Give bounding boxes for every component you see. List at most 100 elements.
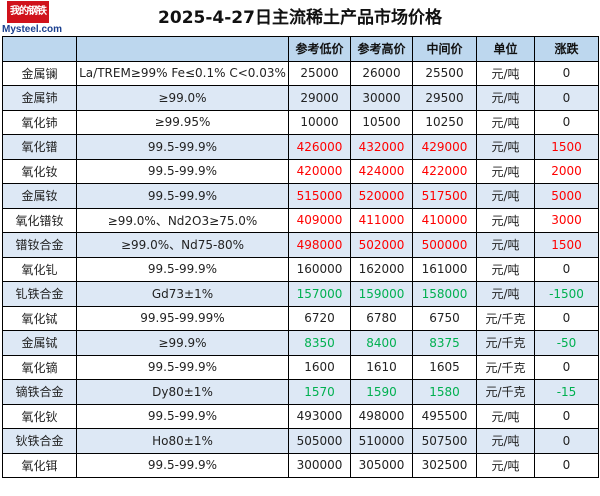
unit: 元/吨 bbox=[476, 158, 535, 184]
product-name: 镨钕合金 bbox=[2, 232, 77, 258]
table-row: 钬铁合金 Ho80±1% 505000 510000 507500 元/吨 0 bbox=[2, 428, 599, 454]
change: 3000 bbox=[534, 207, 599, 233]
mid-price: 517500 bbox=[412, 183, 477, 209]
change: 0 bbox=[534, 305, 599, 331]
product-name: 氧化铽 bbox=[2, 305, 77, 331]
high-price: 432000 bbox=[350, 134, 413, 160]
product-name: 氧化镝 bbox=[2, 354, 77, 380]
change: 0 bbox=[534, 109, 599, 135]
high-price: 6780 bbox=[350, 305, 413, 331]
low-price: 1570 bbox=[288, 379, 351, 405]
low-price: 505000 bbox=[288, 428, 351, 454]
product-spec: ≥99.9% bbox=[76, 330, 289, 356]
mid-price: 1605 bbox=[412, 354, 477, 380]
product-spec: ≥99.0%、Nd2O3≥75.0% bbox=[76, 207, 289, 233]
low-price: 157000 bbox=[288, 281, 351, 307]
product-spec: 99.5-99.9% bbox=[76, 158, 289, 184]
unit: 元/吨 bbox=[476, 452, 535, 478]
low-price: 420000 bbox=[288, 158, 351, 184]
table-row: 氧化钕 99.5-99.9% 420000 424000 422000 元/吨 2000 bbox=[2, 158, 599, 184]
mid-price: 422000 bbox=[412, 158, 477, 184]
header-change: 涨跌 bbox=[534, 36, 599, 62]
table-row: 氧化钬 99.5-99.9% 493000 498000 495500 元/吨 0 bbox=[2, 403, 599, 429]
product-name: 氧化镨 bbox=[2, 134, 77, 160]
high-price: 305000 bbox=[350, 452, 413, 478]
low-price: 409000 bbox=[288, 207, 351, 233]
high-price: 30000 bbox=[350, 85, 413, 111]
mid-price: 302500 bbox=[412, 452, 477, 478]
header-name bbox=[2, 36, 77, 62]
mid-price: 1580 bbox=[412, 379, 477, 405]
table-row: 氧化铈 ≥99.95% 10000 10500 10250 元/吨 0 bbox=[2, 109, 599, 135]
low-price: 6720 bbox=[288, 305, 351, 331]
mid-price: 429000 bbox=[412, 134, 477, 160]
high-price: 162000 bbox=[350, 256, 413, 282]
mid-price: 410000 bbox=[412, 207, 477, 233]
unit: 元/千克 bbox=[476, 379, 535, 405]
change: -50 bbox=[534, 330, 599, 356]
high-price: 159000 bbox=[350, 281, 413, 307]
product-spec: ≥99.95% bbox=[76, 109, 289, 135]
product-spec: Gd73±1% bbox=[76, 281, 289, 307]
low-price: 25000 bbox=[288, 60, 351, 86]
low-price: 515000 bbox=[288, 183, 351, 209]
header-spec bbox=[76, 36, 289, 62]
change: 2000 bbox=[534, 158, 599, 184]
table-row: 金属钕 99.5-99.9% 515000 520000 517500 元/吨 5000 bbox=[2, 183, 599, 209]
table-row: 金属铽 ≥99.9% 8350 8400 8375 元/千克 -50 bbox=[2, 330, 599, 356]
high-price: 498000 bbox=[350, 403, 413, 429]
mid-price: 29500 bbox=[412, 85, 477, 111]
product-spec: 99.5-99.9% bbox=[76, 452, 289, 478]
unit: 元/吨 bbox=[476, 232, 535, 258]
mid-price: 8375 bbox=[412, 330, 477, 356]
change: 0 bbox=[534, 256, 599, 282]
unit: 元/吨 bbox=[476, 60, 535, 86]
mid-price: 161000 bbox=[412, 256, 477, 282]
table-row: 氧化铽 99.95-99.99% 6720 6780 6750 元/千克 0 bbox=[2, 305, 599, 331]
price-table-body: 金属镧 La/TREM≥99% Fe≤0.1% C<0.03% 25000 26000… bbox=[2, 60, 599, 478]
low-price: 8350 bbox=[288, 330, 351, 356]
high-price: 411000 bbox=[350, 207, 413, 233]
unit: 元/吨 bbox=[476, 85, 535, 111]
header-row: 参考低价 参考高价 中间价 单位 涨跌 bbox=[2, 36, 599, 62]
product-spec: 99.5-99.9% bbox=[76, 183, 289, 209]
table-row: 金属镧 La/TREM≥99% Fe≤0.1% C<0.03% 25000 26000… bbox=[2, 60, 599, 86]
product-name: 氧化钕 bbox=[2, 158, 77, 184]
unit: 元/千克 bbox=[476, 305, 535, 331]
table-row: 氧化镨钕 ≥99.0%、Nd2O3≥75.0% 409000 411000 410000… bbox=[2, 207, 599, 233]
table-row: 氧化钆 99.5-99.9% 160000 162000 161000 元/吨 0 bbox=[2, 256, 599, 282]
high-price: 1590 bbox=[350, 379, 413, 405]
unit: 元/吨 bbox=[476, 428, 535, 454]
product-name: 金属铈 bbox=[2, 85, 77, 111]
low-price: 426000 bbox=[288, 134, 351, 160]
unit: 元/吨 bbox=[476, 281, 535, 307]
product-name: 钆铁合金 bbox=[2, 281, 77, 307]
change: 1500 bbox=[534, 232, 599, 258]
low-price: 1600 bbox=[288, 354, 351, 380]
header-mid-price: 中间价 bbox=[412, 36, 477, 62]
product-spec: 99.5-99.9% bbox=[76, 403, 289, 429]
table-row: 金属铈 ≥99.0% 29000 30000 29500 元/吨 0 bbox=[2, 85, 599, 111]
high-price: 8400 bbox=[350, 330, 413, 356]
product-name: 氧化铈 bbox=[2, 109, 77, 135]
change: 0 bbox=[534, 452, 599, 478]
unit: 元/千克 bbox=[476, 354, 535, 380]
unit: 元/吨 bbox=[476, 109, 535, 135]
change: 0 bbox=[534, 354, 599, 380]
low-price: 29000 bbox=[288, 85, 351, 111]
change: 1500 bbox=[534, 134, 599, 160]
low-price: 160000 bbox=[288, 256, 351, 282]
high-price: 10500 bbox=[350, 109, 413, 135]
high-price: 424000 bbox=[350, 158, 413, 184]
change: -15 bbox=[534, 379, 599, 405]
header-low-price: 参考低价 bbox=[288, 36, 351, 62]
low-price: 10000 bbox=[288, 109, 351, 135]
product-name: 钬铁合金 bbox=[2, 428, 77, 454]
price-table: 参考低价 参考高价 中间价 单位 涨跌 金属镧 La/TREM≥99% Fe≤0.… bbox=[2, 36, 599, 478]
product-name: 金属钕 bbox=[2, 183, 77, 209]
product-name: 氧化铒 bbox=[2, 452, 77, 478]
change: 0 bbox=[534, 85, 599, 111]
table-row: 氧化铒 99.5-99.9% 300000 305000 302500 元/吨 0 bbox=[2, 452, 599, 478]
logo-mark: 我的钢铁 bbox=[7, 1, 49, 23]
